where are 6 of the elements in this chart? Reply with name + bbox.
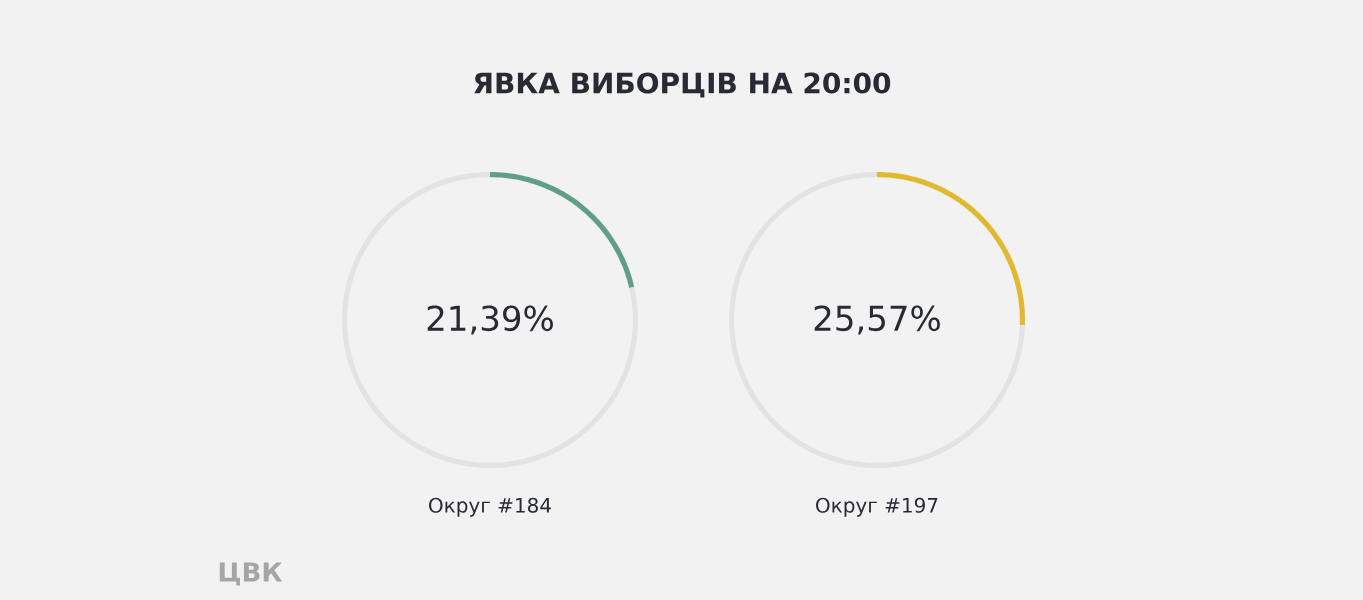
text: Округ #197	[816, 497, 938, 517]
data-label: 21,39%	[427, 305, 553, 335]
data-label: 25,57%	[814, 305, 940, 335]
text: ЦВК	[219, 562, 283, 586]
chart-title: ЯВКА ВИБОРЦІВ НА 20:00	[474, 72, 891, 98]
text: Округ #184	[429, 497, 551, 517]
